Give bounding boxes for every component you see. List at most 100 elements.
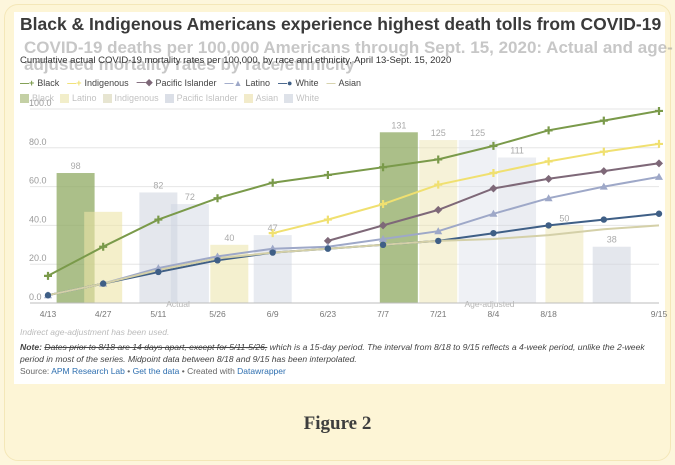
x-tick-label: 8/18 [540,309,557,319]
y-tick-label: 20.0 [29,253,47,263]
y-tick-label: 0.0 [29,292,42,302]
data-point-pacific-islander [599,167,608,176]
ghost-section-label: Age-adjusted [464,299,514,309]
data-point-latino [268,244,277,252]
x-tick-label: 6/23 [320,309,337,319]
legend-label: Indigenous [84,77,129,88]
x-tick-label: 9/15 [651,309,668,319]
data-point-black [544,126,553,135]
data-point-pacific-islander [434,205,443,214]
data-point-white [155,268,162,276]
data-point-pacific-islander [489,184,498,193]
data-point-black [489,141,498,150]
ghost-legend-swatch [20,93,29,103]
data-point-black [434,155,443,164]
line-chart: 0.0 20.0 40.0 60.0 80.0 100.0 98 82 72 40 47 131 125… [29,98,668,319]
ghost-bar-label: 40 [224,233,234,243]
data-point-pacific-islander [379,221,388,230]
ghost-bar-label: 125 [470,128,485,138]
ghost-legend-label: Latino [72,93,97,103]
legend-item-white: —● White [278,77,318,88]
data-point-white [600,216,608,223]
legend-marker-icon: —+ [67,77,82,88]
datawrapper-link[interactable]: Datawrapper [237,366,286,376]
data-point-latino [489,209,498,217]
x-tick-label: 5/11 [150,309,166,319]
data-point-pacific-islander [544,174,553,183]
ghost-legend-swatch [243,93,253,103]
source-prefix: Source: [20,366,52,376]
legend-item-asian: — Asian [326,77,361,88]
data-point-latino [544,194,553,202]
data-point-white [655,210,663,217]
legend-item-pacific-islander: —◆ Pacific Islander [137,77,217,88]
ghost-bar-label: 98 [71,161,81,171]
chart-card [14,12,665,384]
data-point-white [99,280,107,287]
legend-marker-icon: —+ [20,77,35,88]
data-point-indigenous [379,200,388,209]
ghost-title-line-1: COVID-19 deaths per 100,000 Americans th… [24,38,673,57]
source-link-apm[interactable]: APM Research Lab [51,366,125,376]
data-point-black [599,116,608,125]
legend-item-black: —+ Black [20,77,59,88]
ghost-bar-label: 82 [153,180,163,190]
ghost-legend-item: Indigenous [102,93,159,103]
data-point-indigenous [489,169,498,178]
ghost-legend-label: Asian [255,93,279,103]
data-point-indigenous [544,157,553,166]
series-line-latino [47,175,660,297]
ghost-bar [170,204,209,303]
legend-label: Asian [338,77,361,88]
ghost-legend-item: Black [20,93,54,103]
data-point-white [435,237,442,245]
x-tick-label: 7/21 [430,309,447,319]
ghost-legend-item: Latino [60,93,97,103]
legend: —+ Black —+ Indigenous —◆ Pacific Islander —▲ L… [20,77,361,88]
x-tick-label: 4/13 [40,309,57,319]
note-strike-text: Dates prior to 8/18 are 14 days apart, e… [44,342,268,352]
ghost-bar [545,225,584,303]
data-point-indigenous [655,139,663,148]
figure-label: Figure 2 [303,413,372,434]
ghost-section-label: Actual [166,299,190,309]
source-sep-1: • [124,366,133,376]
series-line-black [47,109,660,277]
data-point-black [655,106,663,115]
legend-marker-icon: —● [278,77,293,88]
data-point-black [213,194,222,203]
data-point-black [268,178,277,187]
ghost-legend: Black Latino Indigenous Pacific Islander Asi… [20,93,319,103]
note-label: Note: [20,342,42,352]
ghost-legend-swatch [164,93,174,103]
data-point-indigenous [599,147,608,156]
data-point-white [379,241,387,248]
legend-marker-icon: — [326,77,336,88]
data-point-latino [213,252,222,260]
legend-item-latino: —▲ Latino [225,77,270,88]
data-point-white [44,292,52,299]
ghost-legend-label: Black [32,93,55,103]
ghost-bar-label: 72 [185,192,195,202]
series-line-indigenous [272,142,660,235]
legend-marker-icon: —▲ [224,77,243,88]
indirect-note: Indirect age-adjustment has been used. [20,327,170,337]
ghost-bar-label: 111 [510,146,524,156]
legend-label: Latino [245,77,270,88]
ghost-title-line-2: adjusted mortality rates by race/ethnici… [24,55,355,74]
data-point-latino [379,234,388,242]
y-tick-label: 80.0 [29,137,47,147]
ghost-legend-label: Pacific Islander [176,93,238,103]
note-text: which is a 15-day period. The interval f… [20,342,645,364]
get-data-link[interactable]: Get the data [132,366,180,376]
x-tick-label: 4/27 [95,309,112,319]
ghost-bar [419,140,458,303]
ghost-bar-label: 131 [391,120,406,130]
ghost-bar-label: 38 [607,235,617,245]
ghost-legend-item: Asian [243,93,279,103]
x-tick-label: 7/7 [377,309,389,319]
ghost-legend-label: White [296,93,320,103]
legend-label: White [295,77,319,88]
data-point-white [545,222,552,229]
source-line: Source: APM Research Lab • Get the data … [20,366,286,376]
